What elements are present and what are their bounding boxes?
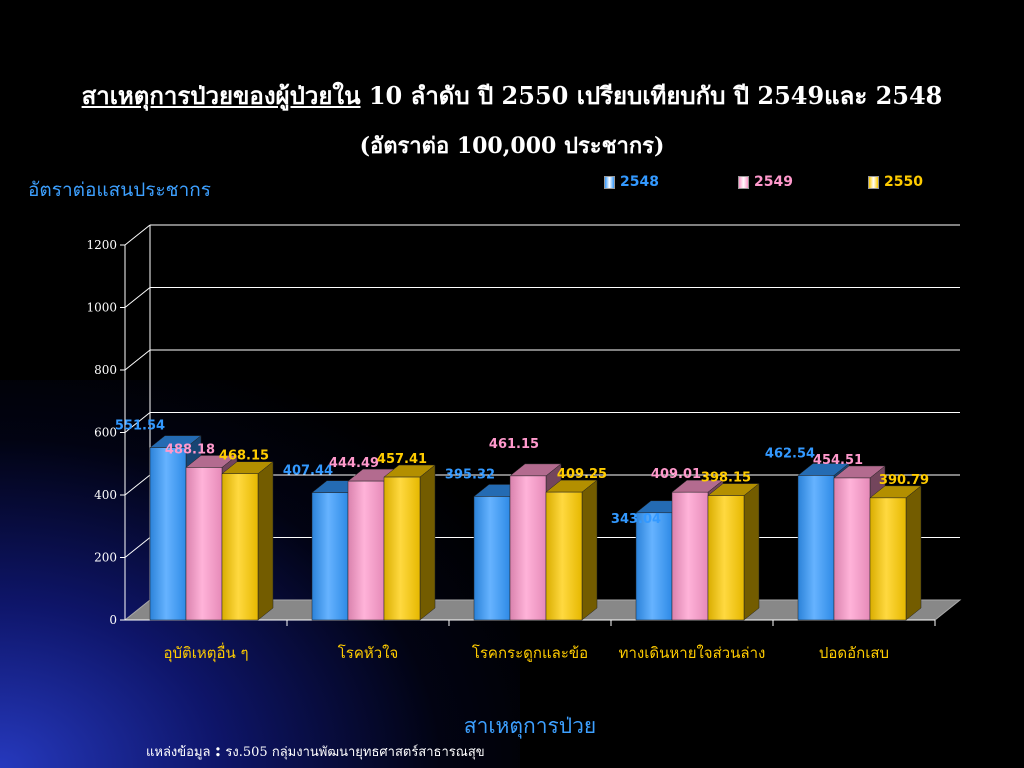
bar-side-2550-4: [905, 485, 922, 621]
bar-2550-0: [221, 473, 259, 621]
value-label-2548-3: 343.04: [611, 512, 661, 527]
value-label-2550-3: 398.15: [701, 471, 751, 486]
category-label-2: โรคกระดูกและข้อ: [472, 644, 588, 662]
bar-2548-4: [797, 475, 835, 621]
legend-item-2550: 2550: [868, 174, 923, 190]
bar-2548-0: [149, 447, 187, 621]
bar-2549-4: [833, 477, 871, 621]
category-label-1: โรคหัวใจ: [338, 644, 399, 662]
y-tick-label-1000: 1000: [86, 301, 117, 315]
legend-label-2550: 2550: [884, 174, 923, 190]
legend-item-2549: 2549: [738, 174, 793, 190]
value-label-2548-2: 395.32: [445, 467, 495, 482]
value-label-2549-0: 488.18: [165, 442, 215, 457]
bar-side-2550-1: [419, 464, 436, 621]
chart-legend: 2548 2549 2550: [604, 174, 964, 194]
legend-swatch-2550: [868, 175, 879, 189]
category-label-4: ปอดอักเสบ: [819, 644, 889, 662]
title-underlined: สาเหตุการป่วยของผู้ป่วยใน: [81, 81, 361, 110]
y-tick-label-0: 0: [109, 613, 117, 627]
value-label-2549-1: 444.49: [329, 456, 379, 471]
value-label-2549-2: 461.15: [489, 437, 539, 452]
page-title: สาเหตุการป่วยของผู้ป่วยใน 10 ลำดับ ปี 25…: [0, 76, 1024, 115]
page-subtitle: (อัตราต่อ 100,000 ประชากร): [359, 133, 665, 159]
value-label-2548-0: 551.54: [115, 419, 165, 434]
source-text: รง.505 กลุ่มงานพัฒนายุทธศาสตร์สาธารณสุข: [221, 745, 485, 760]
value-label-2549-3: 409.01: [651, 467, 701, 482]
gridline-side-1200: [124, 224, 151, 246]
legend-label-2549: 2549: [754, 174, 793, 190]
gridline-side-800: [124, 349, 151, 371]
bar-side-2550-3: [743, 483, 760, 621]
bar-side-2550-2: [581, 479, 598, 621]
bar-2550-1: [383, 476, 421, 621]
legend-swatch-2549: [738, 175, 749, 189]
y-tick-label-600: 600: [94, 426, 117, 440]
value-label-2550-1: 457.41: [377, 452, 427, 467]
legend-label-2548: 2548: [620, 174, 659, 190]
value-label-2550-4: 390.79: [879, 473, 929, 488]
bar-2549-3: [671, 491, 709, 621]
source-prefix: แหล่งข้อมูล: [146, 745, 211, 760]
value-label-2550-0: 468.15: [219, 449, 269, 464]
bar-2550-3: [707, 495, 745, 621]
gridline-side-200: [124, 537, 151, 558]
source-note: แหล่งข้อมูล : รง.505 กลุ่มงานพัฒนายุทธศา…: [146, 740, 485, 762]
bar-2549-1: [347, 480, 385, 621]
category-label-3: ทางเดินหายใจส่วนล่าง: [619, 644, 766, 662]
gridline-side-600: [124, 412, 151, 433]
value-label-2550-2: 409.25: [557, 467, 607, 482]
x-axis-title: สาเหตุการป่วย: [463, 714, 597, 738]
title-rest: 10 ลำดับ ปี 2550 เปรียบเทียบกับ ปี 2549แ…: [360, 81, 943, 110]
bar-side-2550-0: [257, 461, 274, 621]
y-tick-label-800: 800: [94, 363, 117, 377]
value-label-2548-1: 407.44: [283, 464, 333, 479]
bar-2549-2: [509, 475, 547, 621]
y-tick-label-1200: 1200: [86, 238, 117, 252]
source-colon: :: [214, 740, 222, 761]
y-tick-label-200: 200: [94, 551, 117, 565]
legend-swatch-2548: [604, 175, 615, 189]
gridline-side-1000: [124, 287, 151, 308]
bar-2548-3: [635, 512, 673, 621]
y-tick-label-400: 400: [94, 488, 117, 502]
bar-2548-2: [473, 496, 511, 621]
bar-2550-4: [869, 497, 907, 621]
bar-2549-0: [185, 467, 223, 621]
value-label-2549-4: 454.51: [813, 453, 863, 468]
y-axis-label: อัตราต่อแสนประชากร: [28, 179, 211, 201]
gridline-side-400: [124, 474, 151, 496]
value-label-2548-4: 462.54: [765, 446, 815, 461]
bar-2550-2: [545, 491, 583, 621]
category-label-0: อุบัติเหตุอื่น ๆ: [163, 642, 248, 663]
bar-2548-1: [311, 492, 349, 621]
legend-item-2548: 2548: [604, 174, 659, 190]
